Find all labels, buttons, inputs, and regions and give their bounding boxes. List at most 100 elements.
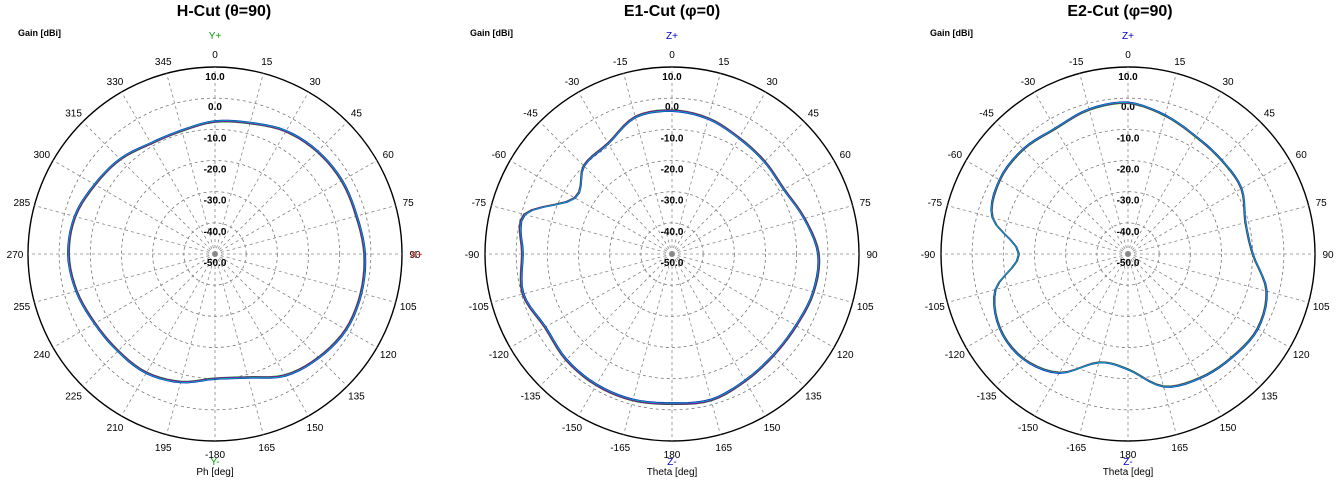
angle-tick-label: 30 (309, 77, 321, 88)
angle-tick-label: 135 (348, 391, 365, 402)
grid-spoke (671, 121, 805, 255)
angle-tick-label: 75 (860, 198, 872, 209)
grid-ring (121, 160, 309, 348)
grid-ring (1034, 160, 1222, 348)
angle-tick-label: -75 (928, 198, 943, 209)
angle-tick-label: -150 (562, 423, 582, 434)
right-axis-letter: X+ (410, 250, 423, 261)
angle-tick-label: 15 (261, 57, 273, 68)
grid-spoke (995, 253, 1129, 387)
ring-label: 10.0 (205, 72, 225, 83)
grid-spoke (1127, 253, 1261, 387)
angle-tick-label: 105 (1313, 302, 1330, 313)
angle-tick-label: 0 (212, 50, 218, 61)
grid-spoke (214, 73, 264, 255)
angle-tick-label: 165 (715, 443, 732, 454)
angle-tick-label: 165 (1171, 443, 1188, 454)
grid-spoke (1127, 121, 1261, 255)
angle-tick-label: 285 (13, 198, 30, 209)
grid-spoke (121, 91, 216, 255)
angle-axis-label: Theta [deg] (1103, 467, 1154, 478)
series-trace (991, 102, 1268, 388)
angle-tick-label: 120 (837, 350, 854, 361)
angle-tick-label: 300 (33, 150, 50, 161)
grid-spoke (671, 160, 835, 255)
grid-spoke (947, 205, 1129, 255)
angle-tick-label: 240 (33, 350, 50, 361)
grid-spoke (509, 253, 673, 348)
angle-tick-label: -60 (492, 150, 507, 161)
grid-spoke (671, 253, 835, 348)
angle-tick-label: -15 (1069, 57, 1084, 68)
ring-label: -40.0 (204, 227, 227, 238)
angle-tick-label: 330 (107, 77, 124, 88)
e1-cut-panel: E1-Cut (φ=0) Gain [dBi] 10.0 0.0 -10.0 -20.… (448, 0, 896, 484)
grid-spoke (995, 121, 1129, 255)
grid-spoke (623, 253, 673, 435)
angle-tick-label: -180 (205, 450, 225, 461)
angle-tick-label: -90 (465, 250, 480, 261)
angle-tick-label: 45 (808, 109, 820, 120)
grid-ring (515, 97, 829, 411)
top-axis-letter: Z+ (1122, 31, 1134, 42)
grid-spoke (671, 253, 766, 417)
ring-label: -30.0 (204, 196, 227, 207)
angle-tick-label: 150 (307, 423, 324, 434)
grid-spoke (1127, 253, 1177, 435)
series-trace (991, 102, 1267, 387)
grid-spoke (214, 91, 309, 255)
grid-spoke (214, 205, 396, 255)
ring-label: -40.0 (661, 227, 684, 238)
angle-tick-label: -30 (1021, 77, 1036, 88)
series-trace (519, 109, 820, 405)
angle-tick-label: 195 (155, 443, 172, 454)
angle-tick-label: 60 (383, 150, 395, 161)
h-cut-polar-plot: 10.0 0.0 -10.0 -20.0 -30.0 -40.0 -50.0 90 75 60 45… (7, 31, 423, 478)
angle-tick-label: 90 (1322, 250, 1334, 261)
angle-tick-label: 90 (866, 250, 878, 261)
grid-ring (971, 97, 1285, 411)
ring-label: -40.0 (1117, 227, 1140, 238)
angle-tick-label: -15 (613, 57, 628, 68)
grid-ring (58, 97, 372, 411)
e2-cut-polar-plot: 10.0 0.0 -10.0 -20.0 -30.0 -40.0 -50.0 0 15 30 45 6… (921, 31, 1334, 478)
ring-label: -10.0 (661, 133, 684, 144)
grid-spoke (1127, 205, 1309, 255)
angle-tick-label: 30 (766, 77, 778, 88)
series-trace (68, 120, 365, 383)
angle-tick-label: -120 (945, 350, 965, 361)
h-cut-panel: H-Cut (θ=90) Gain [dBi] 10.0 0.0 -10.0 -20.… (0, 0, 448, 484)
angle-tick-label: 165 (258, 443, 275, 454)
angle-tick-label: -105 (469, 302, 489, 313)
ring-label: -30.0 (661, 196, 684, 207)
angle-tick-label: 105 (400, 302, 417, 313)
series-trace (991, 102, 1267, 387)
ring-label: 0.0 (665, 102, 679, 113)
grid-spoke (52, 253, 216, 348)
series-trace (519, 110, 820, 404)
angle-tick-label: 315 (65, 109, 82, 120)
ring-label: -50.0 (661, 258, 684, 269)
grid-spoke (1127, 73, 1177, 255)
angle-tick-label: 345 (155, 57, 172, 68)
grid-spoke (1034, 253, 1129, 417)
grid-spoke (578, 253, 673, 417)
grid-spoke (1034, 91, 1129, 255)
angle-tick-label: -150 (1018, 423, 1038, 434)
ring-label: -30.0 (1117, 196, 1140, 207)
grid-spoke (214, 253, 309, 417)
angle-axis-label: Theta [deg] (647, 467, 698, 478)
ring-label: -20.0 (661, 165, 684, 176)
grid-spoke (1127, 160, 1291, 255)
grid-spoke (671, 253, 805, 387)
angle-tick-label: 150 (1220, 423, 1237, 434)
angle-tick-label: -75 (472, 198, 487, 209)
chart-title: E2-Cut (φ=90) (1067, 3, 1173, 20)
grid-spoke (1079, 73, 1129, 255)
angle-tick-label: 105 (857, 302, 874, 313)
chart-title: H-Cut (θ=90) (176, 3, 272, 20)
angle-tick-label: 210 (107, 423, 124, 434)
angle-tick-label: -45 (523, 109, 538, 120)
series-trace (67, 120, 366, 383)
ring-label: 0.0 (1121, 102, 1135, 113)
